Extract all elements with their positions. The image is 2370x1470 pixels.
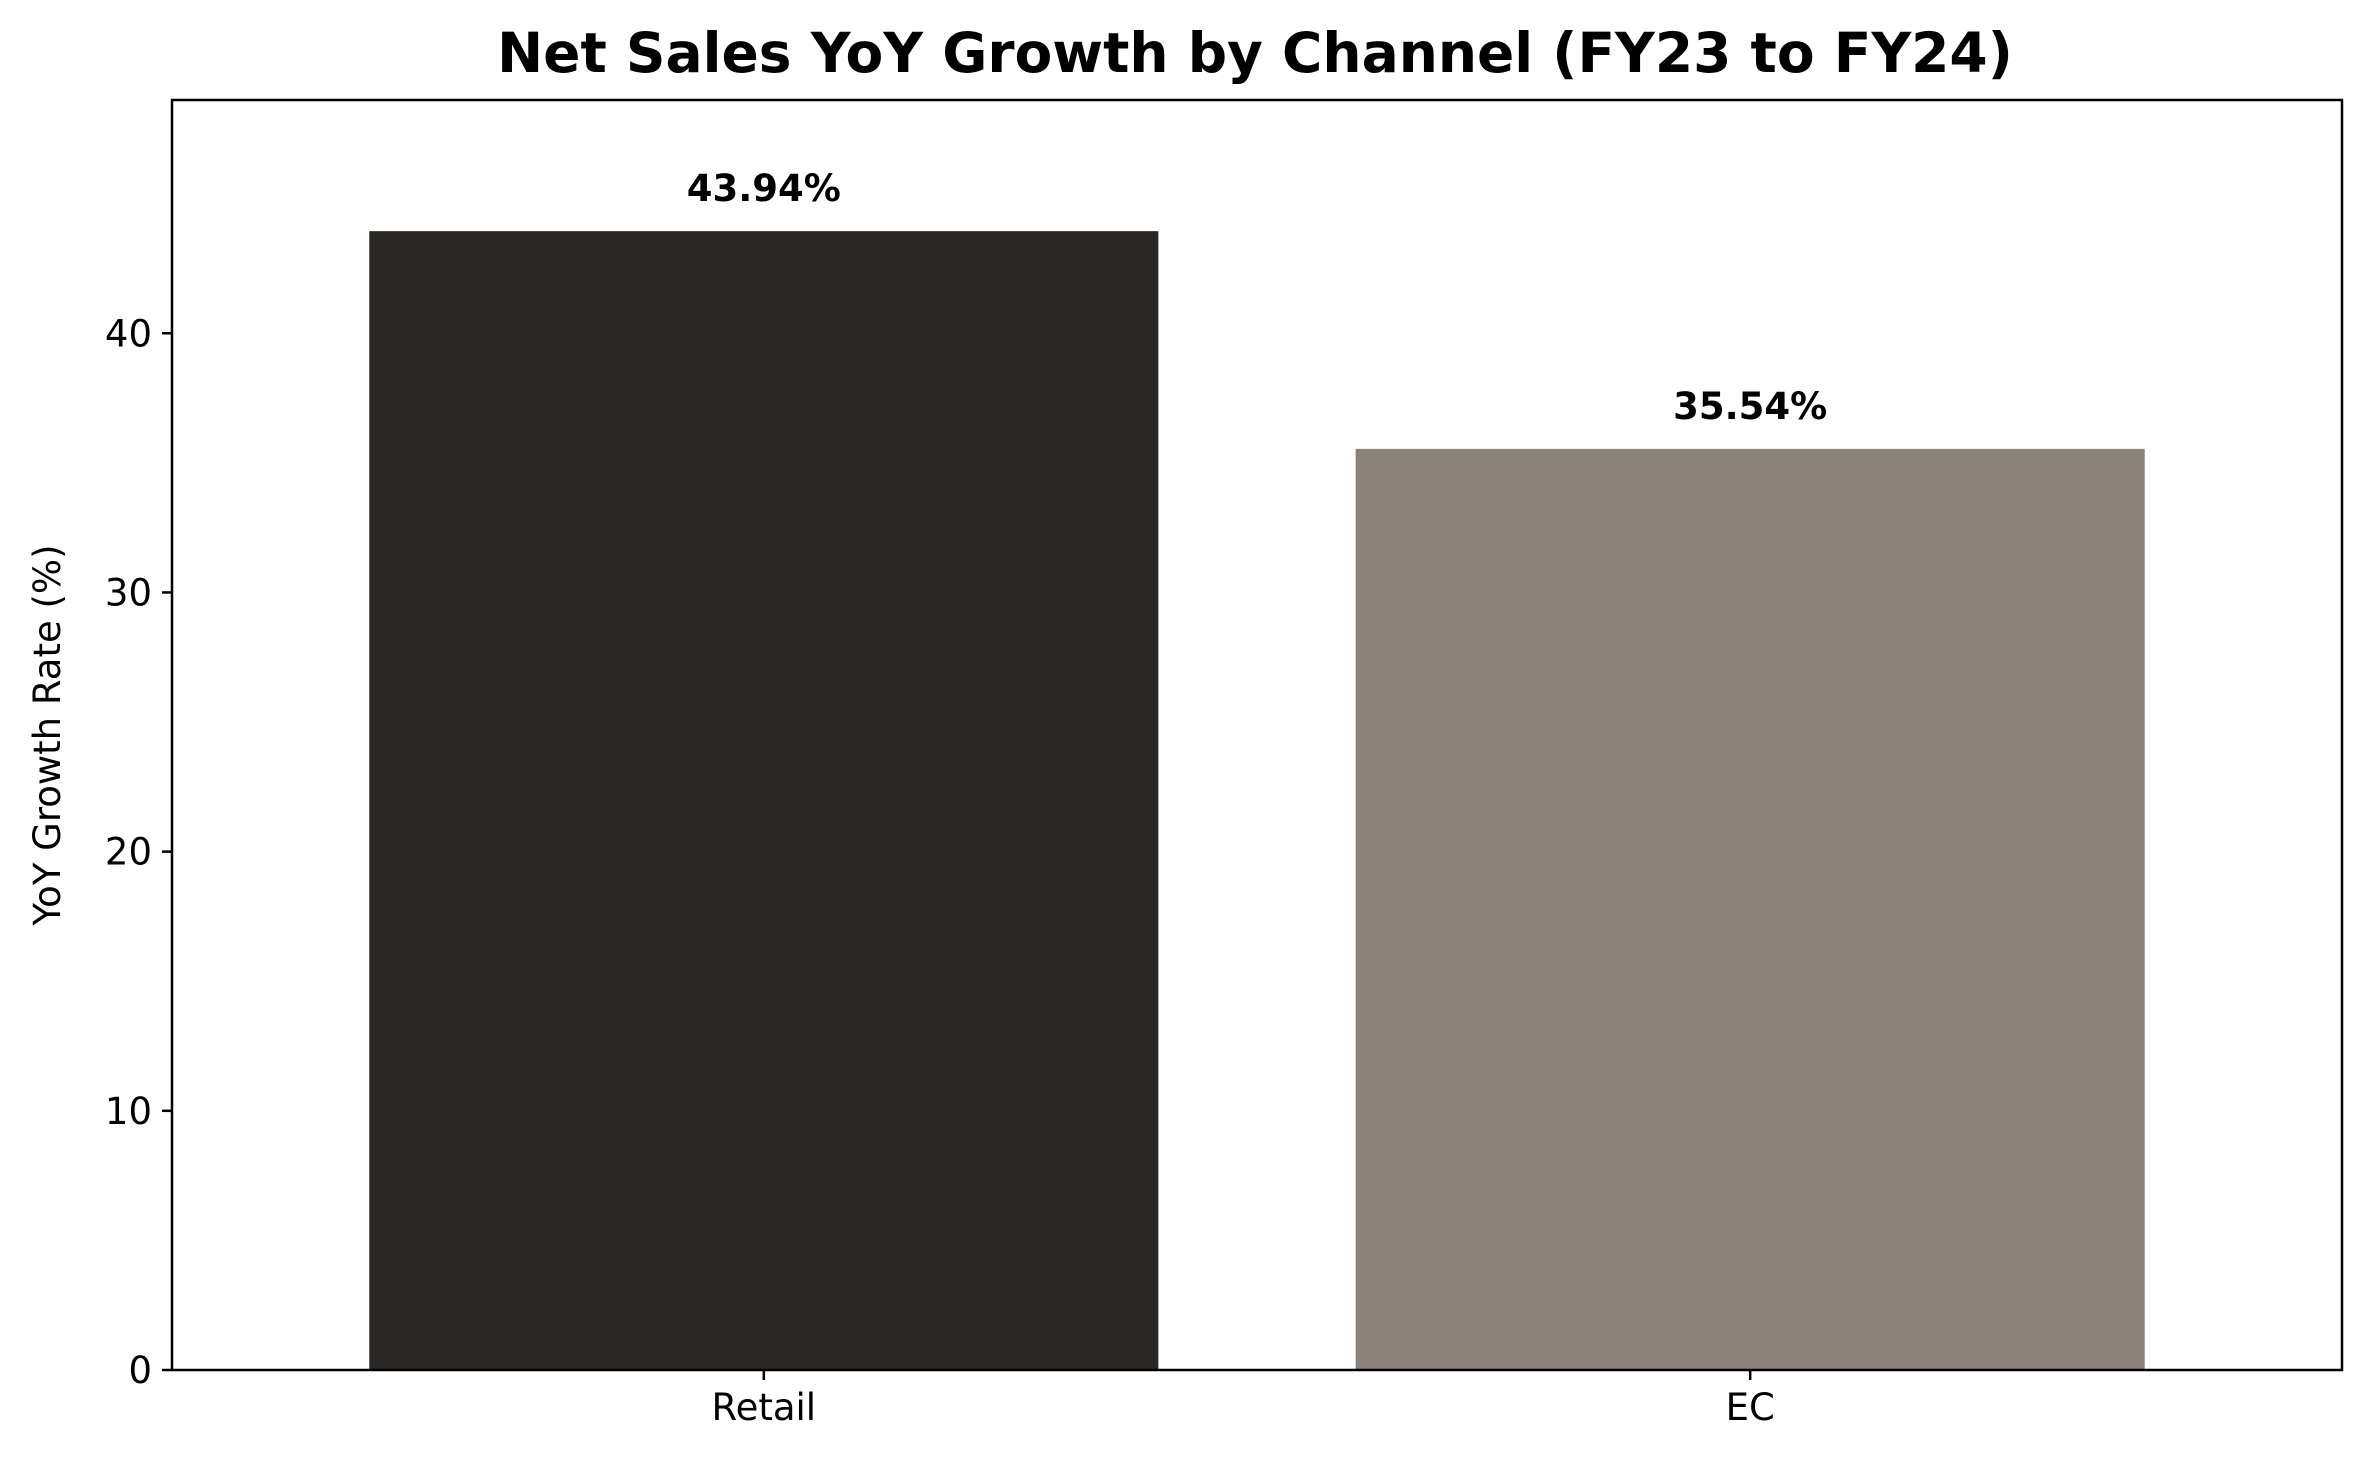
x-tick-label-retail: Retail <box>712 1386 817 1429</box>
bars-layer <box>369 231 2145 1371</box>
y-tick-label: 40 <box>105 312 152 355</box>
x-tick-label-ec: EC <box>1726 1386 1775 1429</box>
y-axis: 0 10 20 30 40 <box>105 312 172 1392</box>
plot-frame <box>170 98 2344 1372</box>
y-tick-label: 0 <box>128 1349 152 1392</box>
data-labels-layer: 43.94% 35.54% <box>687 167 1827 428</box>
x-axis: Retail EC <box>712 1370 1775 1429</box>
data-label-ec: 35.54% <box>1673 385 1827 428</box>
y-tick-label: 30 <box>105 571 152 614</box>
bar-ec <box>1355 448 2145 1371</box>
bar-retail <box>369 231 1159 1370</box>
y-axis-label: YoY Growth Rate (%) <box>26 544 69 926</box>
y-tick-label: 10 <box>105 1090 152 1133</box>
chart-title: Net Sales YoY Growth by Channel (FY23 to… <box>497 21 2013 85</box>
y-tick-label: 20 <box>105 831 152 874</box>
data-label-retail: 43.94% <box>687 167 841 210</box>
